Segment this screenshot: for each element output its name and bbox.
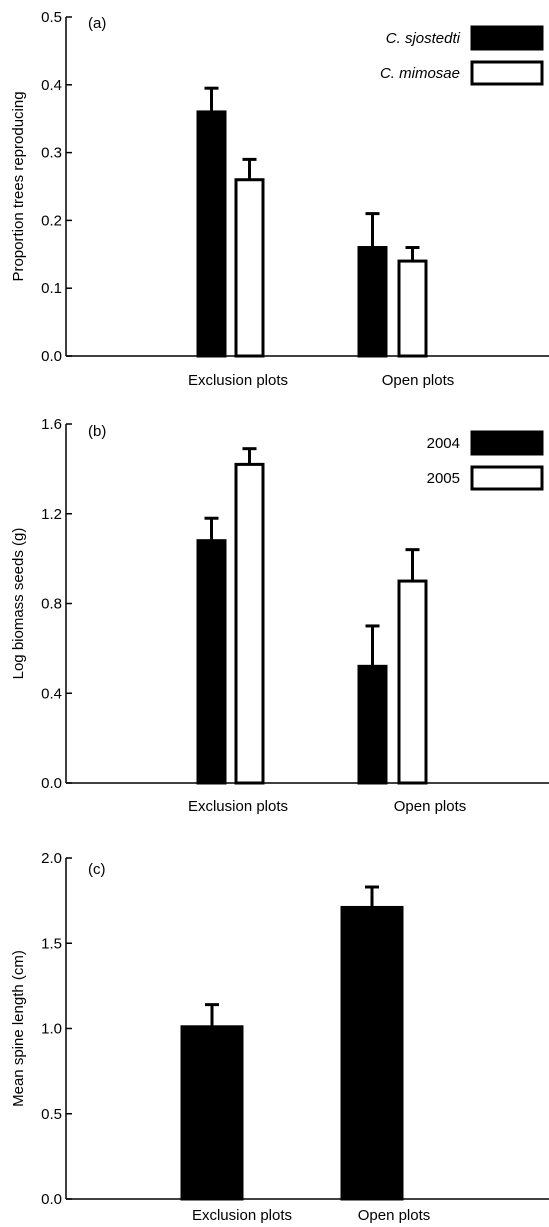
bar [357,246,388,358]
y-tick-label: 2.0 [41,850,62,867]
bar [196,539,227,785]
legend-swatch [470,60,544,86]
bar [196,110,227,358]
legend-swatch [470,465,544,491]
chart-panel-2: 0.0 0.4 0.8 1.2 1.6 Log biomass seeds (g) (b) E… [10,416,549,815]
legend-label: C. sjostedti [386,30,461,47]
chart-panel-3: 0.0 0.5 1.0 1.5 2.0 Mean spine length (cm) (c)… [10,850,549,1224]
y-tick-label: 0.0 [41,1191,62,1208]
y-axis-title: Proportion trees reproducing [10,91,27,281]
bar [234,178,265,358]
chart-panel-1: 0.0 0.1 0.2 0.3 0.4 0.5 Proportion trees repro… [10,9,549,389]
y-tick-label: 0.5 [41,1106,62,1123]
bar [234,462,265,785]
x-category-label: Exclusion plots [188,372,288,389]
y-tick-label: 1.5 [41,935,62,952]
y-tick-label: 0.3 [41,145,62,162]
legend-swatch [470,25,544,51]
y-tick-label: 0.4 [41,77,62,94]
y-tick-label: 1.0 [41,1021,62,1038]
legend: 2004 2005 [427,430,544,491]
x-category-label: Exclusion plots [188,798,288,815]
y-tick-label: 1.2 [41,506,62,523]
y-tick-label: 1.6 [41,416,62,433]
x-category-label: Open plots [394,798,467,815]
panel-label: (c) [88,861,106,878]
y-axis-title: Mean spine length (cm) [10,950,27,1107]
bar [340,905,404,1201]
legend-label: 2005 [427,470,460,487]
bar [357,664,388,785]
y-tick-label: 0.2 [41,212,62,229]
legend-label: 2004 [427,435,460,452]
bar [397,579,428,785]
bar [180,1025,244,1201]
x-category-label: Open plots [358,1207,431,1224]
x-category-label: Exclusion plots [192,1207,292,1224]
legend: C. sjostedti C. mimosae [380,25,544,86]
y-tick-label: 0.1 [41,280,62,297]
legend-swatch [470,430,544,456]
y-tick-label: 0.8 [41,596,62,613]
panel-label: (b) [88,423,106,440]
panel-label: (a) [88,15,106,32]
bar [397,259,428,358]
y-tick-label: 0.4 [41,685,62,702]
y-tick-label: 0.0 [41,348,62,365]
y-tick-label: 0.0 [41,775,62,792]
y-axis-title: Log biomass seeds (g) [10,528,27,680]
x-category-label: Open plots [382,372,455,389]
legend-label: C. mimosae [380,65,460,82]
y-tick-label: 0.5 [41,9,62,26]
